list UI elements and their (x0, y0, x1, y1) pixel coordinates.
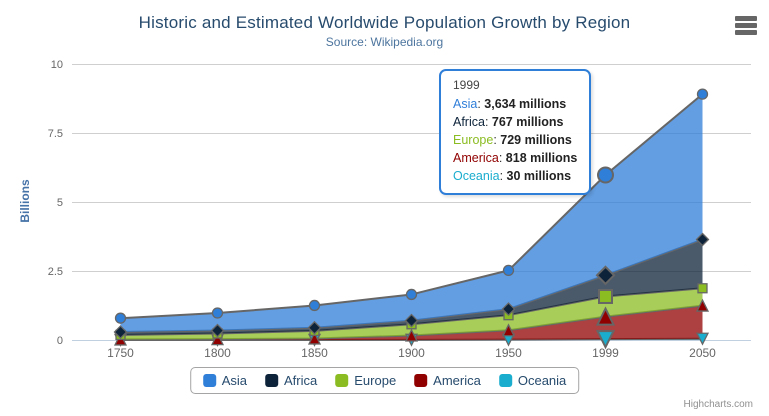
point-asia-1999[interactable] (597, 166, 614, 184)
x-axis-label: 1999 (592, 346, 619, 360)
chart-subtitle: Source: Wikipedia.org (325, 35, 444, 49)
point-asia-1750[interactable] (114, 312, 127, 324)
hamburger-icon (735, 16, 757, 21)
legend-item-label: America (433, 373, 481, 388)
point-europe-2050[interactable] (697, 283, 708, 294)
export-menu-button[interactable] (735, 16, 757, 37)
hamburger-icon (735, 30, 757, 35)
point-europe-1999[interactable] (598, 288, 613, 304)
point-asia-1800[interactable] (211, 307, 224, 319)
tooltip: 1999 Asia: 3,634 millions Africa: 767 mil… (439, 69, 592, 195)
tooltip-row-america: America: 818 millions (453, 151, 578, 165)
point-asia-1950[interactable] (502, 264, 515, 277)
point-asia-1850[interactable] (308, 299, 321, 312)
y-axis-label: 7.5 (48, 128, 63, 140)
point-america-1900[interactable] (404, 328, 419, 342)
point-america-1850[interactable] (307, 331, 322, 345)
point-america-2050[interactable] (695, 298, 710, 312)
x-axis-label: 1800 (204, 346, 231, 360)
area-asia[interactable] (120, 94, 703, 333)
x-axis-label: 1750 (107, 346, 134, 360)
highcharts-credits[interactable]: Highcharts.com (683, 399, 753, 410)
tooltip-series-value: 818 millions (505, 151, 578, 165)
point-asia-2050[interactable] (696, 88, 709, 100)
tooltip-header: 1999 (453, 78, 480, 92)
tooltip-series-name: Africa (453, 115, 485, 129)
point-oceania-2050[interactable] (695, 332, 710, 346)
tooltip-row-asia: Asia: 3,634 millions (453, 97, 567, 111)
point-america-1800[interactable] (210, 332, 225, 346)
x-axis-label: 1950 (495, 346, 522, 360)
legend-swatch (265, 374, 279, 387)
point-asia-1900[interactable] (405, 288, 418, 301)
legend-item-europe[interactable]: Europe (335, 373, 396, 388)
legend-swatch (414, 374, 428, 387)
tooltip-row-europe: Europe: 729 millions (453, 133, 572, 147)
point-africa-1750[interactable] (113, 325, 128, 339)
area-africa[interactable] (120, 239, 703, 335)
x-axis-label: 1850 (301, 346, 328, 360)
legend-item-america[interactable]: America (414, 373, 481, 388)
legend-swatch (498, 374, 512, 387)
y-axis-label: 10 (51, 59, 63, 71)
point-oceania-1999[interactable] (595, 330, 616, 350)
tooltip-row-africa: Africa: 767 millions (453, 115, 564, 129)
chart-title: Historic and Estimated Worldwide Populat… (138, 13, 631, 32)
tooltip-rows: Asia: 3,634 millions Africa: 767 millions… (453, 95, 577, 185)
point-africa-1900[interactable] (404, 313, 419, 328)
y-axis-label: 2.5 (48, 266, 63, 278)
tooltip-series-value: 767 millions (491, 115, 564, 129)
legend-item-africa[interactable]: Africa (265, 373, 317, 388)
area-america[interactable] (120, 305, 703, 340)
legend-item-label: Asia (221, 373, 248, 388)
tooltip-row-oceania: Oceania: 30 millions (453, 169, 572, 183)
legend-item-label: Europe (354, 373, 397, 388)
point-africa-1800[interactable] (210, 323, 225, 338)
legend-item-oceania[interactable]: Oceania (498, 373, 567, 388)
hamburger-icon (735, 23, 757, 28)
x-axis-label: 1900 (398, 346, 425, 360)
y-axis-label: 0 (57, 335, 63, 347)
point-america-1999[interactable] (595, 306, 616, 326)
legend-swatch (202, 374, 216, 387)
tooltip-series-value: 3,634 millions (484, 97, 567, 111)
x-axis-label: 2050 (689, 346, 716, 360)
point-america-1950[interactable] (501, 323, 516, 337)
tooltip-series-name: Asia (453, 97, 478, 111)
point-africa-1850[interactable] (307, 320, 322, 335)
tooltip-series-name: Europe (453, 133, 494, 147)
legend-item-asia[interactable]: Asia (202, 373, 248, 388)
legend-item-label: Oceania (517, 373, 567, 388)
legend: Asia Africa Europe America Oceania (189, 367, 580, 394)
point-africa-1950[interactable] (501, 302, 516, 317)
point-africa-2050[interactable] (695, 232, 710, 247)
point-africa-1999[interactable] (595, 265, 616, 286)
legend-item-label: Africa (284, 373, 318, 388)
tooltip-series-name: America (453, 151, 499, 165)
tooltip-series-name: Oceania (453, 169, 500, 183)
tooltip-series-value: 30 millions (506, 169, 572, 183)
tooltip-series-value: 729 millions (500, 133, 572, 147)
legend-swatch (335, 374, 349, 387)
y-axis-label: 5 (57, 197, 63, 209)
